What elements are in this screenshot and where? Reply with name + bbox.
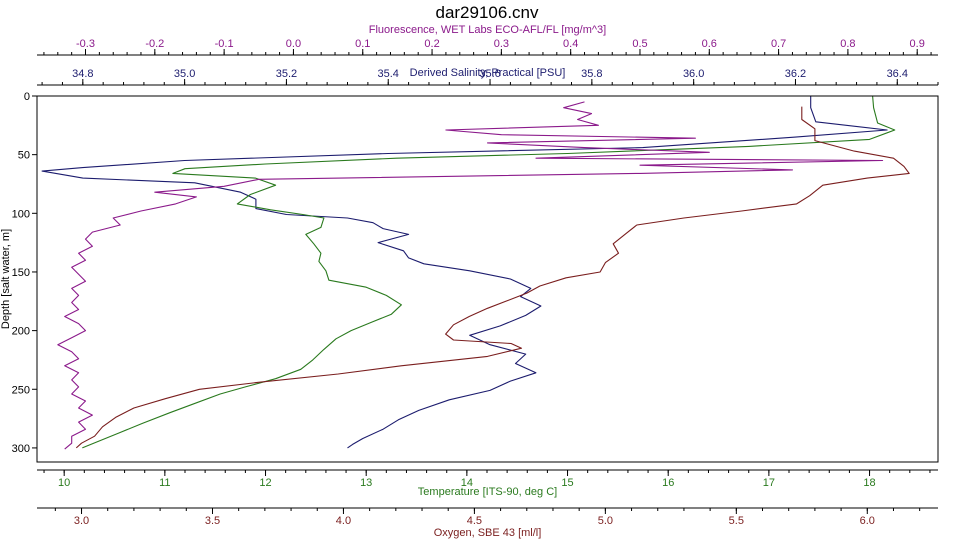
fluorescence-axis: -0.3 -0.2 -0.1 0.0 0.1 0.2 0.3 0.4 0.5 0.6 0.7 0.8 0…: [37, 24, 938, 56]
fluorescence-tick-label: -0.3: [76, 38, 95, 50]
salinity-tick-label: 35.0: [174, 68, 195, 80]
fluorescence-tick-label: 0.8: [840, 38, 855, 50]
oxygen-tick-label: 5.0: [598, 515, 613, 527]
fluorescence-axis-label: Fluorescence, WET Labs ECO-AFL/FL [mg/m^…: [369, 24, 606, 36]
y-tick-label: 150: [12, 267, 30, 279]
salinity-tick-label: 36.0: [683, 68, 704, 80]
salinity-axis-label: Derived Salinity, Practical [PSU]: [410, 67, 566, 79]
y-tick-label: 0: [24, 91, 30, 103]
oxygen-tick-label: 4.5: [467, 515, 482, 527]
oxygen-series-line: [75, 106, 910, 449]
temperature-axis-label: Temperature [ITS-90, deg C]: [418, 486, 557, 498]
axes-group: 0 50 100 150 200 250 300 -0.3 -0.2 -0.1 0.0 0.1 0.2 0…: [12, 24, 939, 539]
temperature-tick-label: 15: [561, 477, 573, 489]
fluorescence-tick-label: 0.2: [424, 38, 439, 50]
oxygen-tick-label: 3.0: [74, 515, 89, 527]
fluorescence-tick-label: 0.0: [286, 38, 301, 50]
salinity-series-line: [41, 96, 888, 449]
fluorescence-tick-label: 0.5: [632, 38, 647, 50]
y-axis-label: Depth [salt water, m]: [0, 229, 12, 329]
fluorescence-tick-label: -0.1: [215, 38, 234, 50]
salinity-tick-label: 36.4: [887, 68, 908, 80]
y-tick-label: 250: [12, 384, 30, 396]
fluorescence-tick-label: 0.1: [355, 38, 370, 50]
salinity-tick-label: 35.8: [581, 68, 602, 80]
salinity-tick-label: 35.2: [276, 68, 297, 80]
oxygen-tick-label: 5.5: [729, 515, 744, 527]
oxygen-tick-label: 3.5: [205, 515, 220, 527]
temperature-tick-label: 18: [863, 477, 875, 489]
temperature-series-line: [82, 95, 896, 449]
temperature-tick-label: 12: [259, 477, 271, 489]
temperature-tick-label: 13: [360, 477, 372, 489]
fluorescence-tick-label: -0.2: [145, 38, 164, 50]
temperature-axis: 10 11 12 13 14 15 16 17 18 Temperature [ITS-90, d…: [37, 469, 938, 498]
temperature-tick-label: 14: [461, 477, 473, 489]
salinity-axis: 34.8 35.0 35.2 35.4 35.6 35.8 36.0 36.2 36.4 Deri…: [37, 67, 939, 86]
temperature-tick-label: 16: [662, 477, 674, 489]
y-tick-label: 300: [12, 443, 30, 455]
fluorescence-tick-label: 0.6: [702, 38, 717, 50]
salinity-tick-label: 34.8: [72, 68, 93, 80]
oxygen-tick-label: 4.0: [336, 515, 351, 527]
temperature-tick-label: 10: [58, 477, 70, 489]
salinity-tick-label: 36.2: [785, 68, 806, 80]
oxygen-axis: 3.0 3.5 4.0 4.5 5.0 5.5 6.0 Oxygen, SBE 43 [ml/…: [37, 507, 938, 539]
salinity-tick-label: 35.6: [479, 68, 500, 80]
y-tick-label: 100: [12, 208, 30, 220]
oxygen-tick-label: 6.0: [860, 515, 875, 527]
fluorescence-series-line: [57, 101, 884, 450]
temperature-tick-label: 11: [159, 477, 170, 489]
fluorescence-tick-label: 0.3: [494, 38, 509, 50]
salinity-tick-label: 35.4: [378, 68, 399, 80]
temperature-tick-label: 17: [763, 477, 775, 489]
fluorescence-tick-label: 0.4: [563, 38, 578, 50]
oxygen-axis-label: Oxygen, SBE 43 [ml/l]: [434, 527, 542, 539]
plot-frame: [36, 95, 939, 463]
fluorescence-tick-label: 0.7: [771, 38, 786, 50]
y-tick-label: 50: [18, 150, 30, 162]
chart-title: dar29106.cnv: [435, 3, 539, 22]
fluorescence-tick-label: 0.9: [910, 38, 925, 50]
plot-lines: [41, 95, 910, 450]
y-tick-label: 200: [12, 326, 30, 338]
